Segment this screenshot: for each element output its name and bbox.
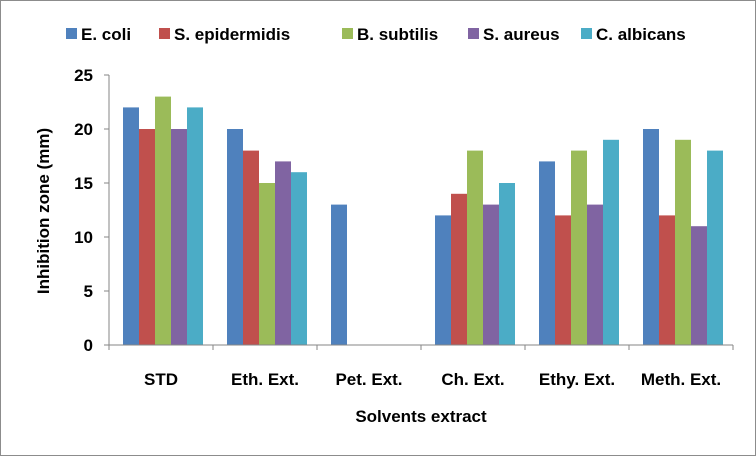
bar-4-2 <box>571 150 587 345</box>
bar-3-4 <box>499 183 515 345</box>
bar-0-4 <box>187 107 203 346</box>
bar-4-4 <box>603 139 619 345</box>
bar-2-0 <box>331 204 347 345</box>
x-axis-title: Solvents extract <box>355 407 487 426</box>
x-tick-label: Pet. Ext. <box>335 370 402 389</box>
x-tick-label: Ch. Ext. <box>441 370 504 389</box>
x-axis: STD Eth. Ext. Pet. Ext. Ch. Ext. Ethy. Ext. M… <box>108 344 734 389</box>
y-axis: 0 5 10 15 20 25 <box>74 66 110 355</box>
bar-4-1 <box>555 215 571 345</box>
bar-5-0 <box>643 129 659 345</box>
legend: E. coli S. epidermidis B. subtilis S. aureu… <box>66 25 686 44</box>
bar-4-0 <box>539 161 555 345</box>
legend-label-0: E. coli <box>81 25 131 44</box>
y-tick-label: 15 <box>74 174 93 193</box>
legend-swatch-0 <box>66 28 77 39</box>
y-tick-label: 0 <box>84 336 93 355</box>
bar-0-2 <box>155 96 171 345</box>
legend-swatch-2 <box>342 28 353 39</box>
bar-3-0 <box>435 215 451 345</box>
bar-1-0 <box>227 129 243 345</box>
bar-1-2 <box>259 183 275 345</box>
legend-swatch-4 <box>581 28 592 39</box>
y-tick-label: 10 <box>74 228 93 247</box>
x-tick-label: Ethy. Ext. <box>539 370 615 389</box>
x-tick-label: Meth. Ext. <box>641 370 721 389</box>
y-tick-label: 20 <box>74 120 93 139</box>
y-tick-label: 25 <box>74 66 93 85</box>
legend-swatch-1 <box>159 28 170 39</box>
bar-3-3 <box>483 204 499 345</box>
bar-4-3 <box>587 204 603 345</box>
x-tick-label: STD <box>144 370 178 389</box>
legend-swatch-3 <box>468 28 479 39</box>
bar-3-2 <box>467 150 483 345</box>
legend-label-1: S. epidermidis <box>174 25 290 44</box>
bar-5-4 <box>707 150 723 345</box>
y-axis-title: Inhibition zone (mm) <box>34 128 53 294</box>
bars <box>123 96 723 346</box>
bar-3-1 <box>451 193 467 345</box>
legend-label-2: B. subtilis <box>357 25 438 44</box>
bar-0-1 <box>139 129 155 345</box>
bar-1-3 <box>275 161 291 345</box>
bar-0-0 <box>123 107 139 346</box>
y-tick-label: 5 <box>84 282 93 301</box>
x-tick-label: Eth. Ext. <box>231 370 299 389</box>
bar-1-1 <box>243 150 259 345</box>
bar-1-4 <box>291 172 307 345</box>
legend-label-3: S. aureus <box>483 25 560 44</box>
bar-5-1 <box>659 215 675 345</box>
bar-0-3 <box>171 129 187 345</box>
legend-label-4: C. albicans <box>596 25 686 44</box>
bar-5-2 <box>675 139 691 345</box>
bar-5-3 <box>691 226 707 345</box>
